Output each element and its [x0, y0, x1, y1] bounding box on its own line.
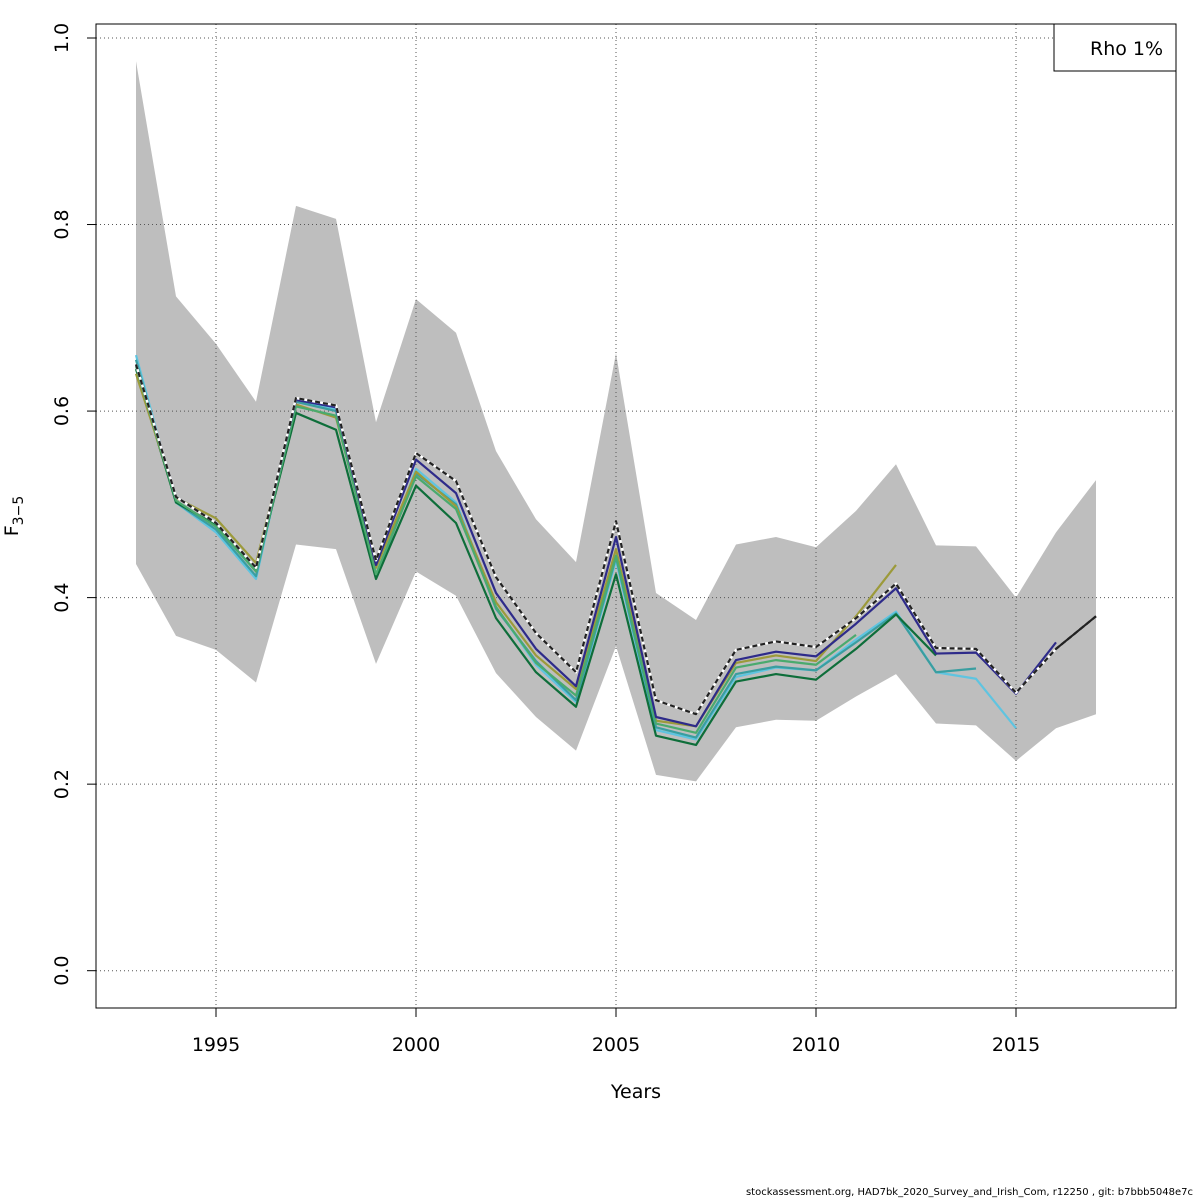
grid-layer: [96, 24, 1176, 1008]
y-tick-label: 0.8: [51, 209, 73, 239]
x-tick-label: 2000: [392, 1034, 440, 1056]
confidence-band: [136, 61, 1096, 782]
legend: Rho 1%: [1053, 23, 1177, 72]
series-line-7: [134, 364, 1097, 716]
series-line-5: [134, 365, 857, 734]
x-tick-label: 2015: [992, 1034, 1040, 1056]
legend-text: Rho 1%: [1090, 38, 1163, 60]
y-tick-label: 0.2: [51, 769, 73, 799]
y-tick-label: 1.0: [51, 23, 73, 53]
y-axis-label: F3−5: [1, 496, 27, 536]
x-axis: 1995 2000 2005 2010 2015: [192, 1007, 1040, 1056]
confidence-band-layer: [136, 61, 1096, 782]
legend-box: [1053, 23, 1177, 72]
y-tick-label: 0.4: [51, 583, 73, 613]
x-tick-label: 2010: [792, 1034, 840, 1056]
y-axis: 0.0 0.2 0.4 0.6 0.8 1.0: [51, 23, 97, 986]
x-tick-label: 1995: [192, 1034, 240, 1056]
series-line-8: [1055, 615, 1097, 650]
series-layer: [134, 354, 1097, 747]
footer-caption: stockassessment.org, HAD7bk_2020_Survey_…: [745, 1187, 1193, 1198]
y-tick-label: 0.6: [51, 396, 73, 426]
x-tick-label: 2005: [592, 1034, 640, 1056]
x-axis-label: Years: [610, 1081, 661, 1103]
y-tick-label: 0.0: [51, 956, 73, 986]
